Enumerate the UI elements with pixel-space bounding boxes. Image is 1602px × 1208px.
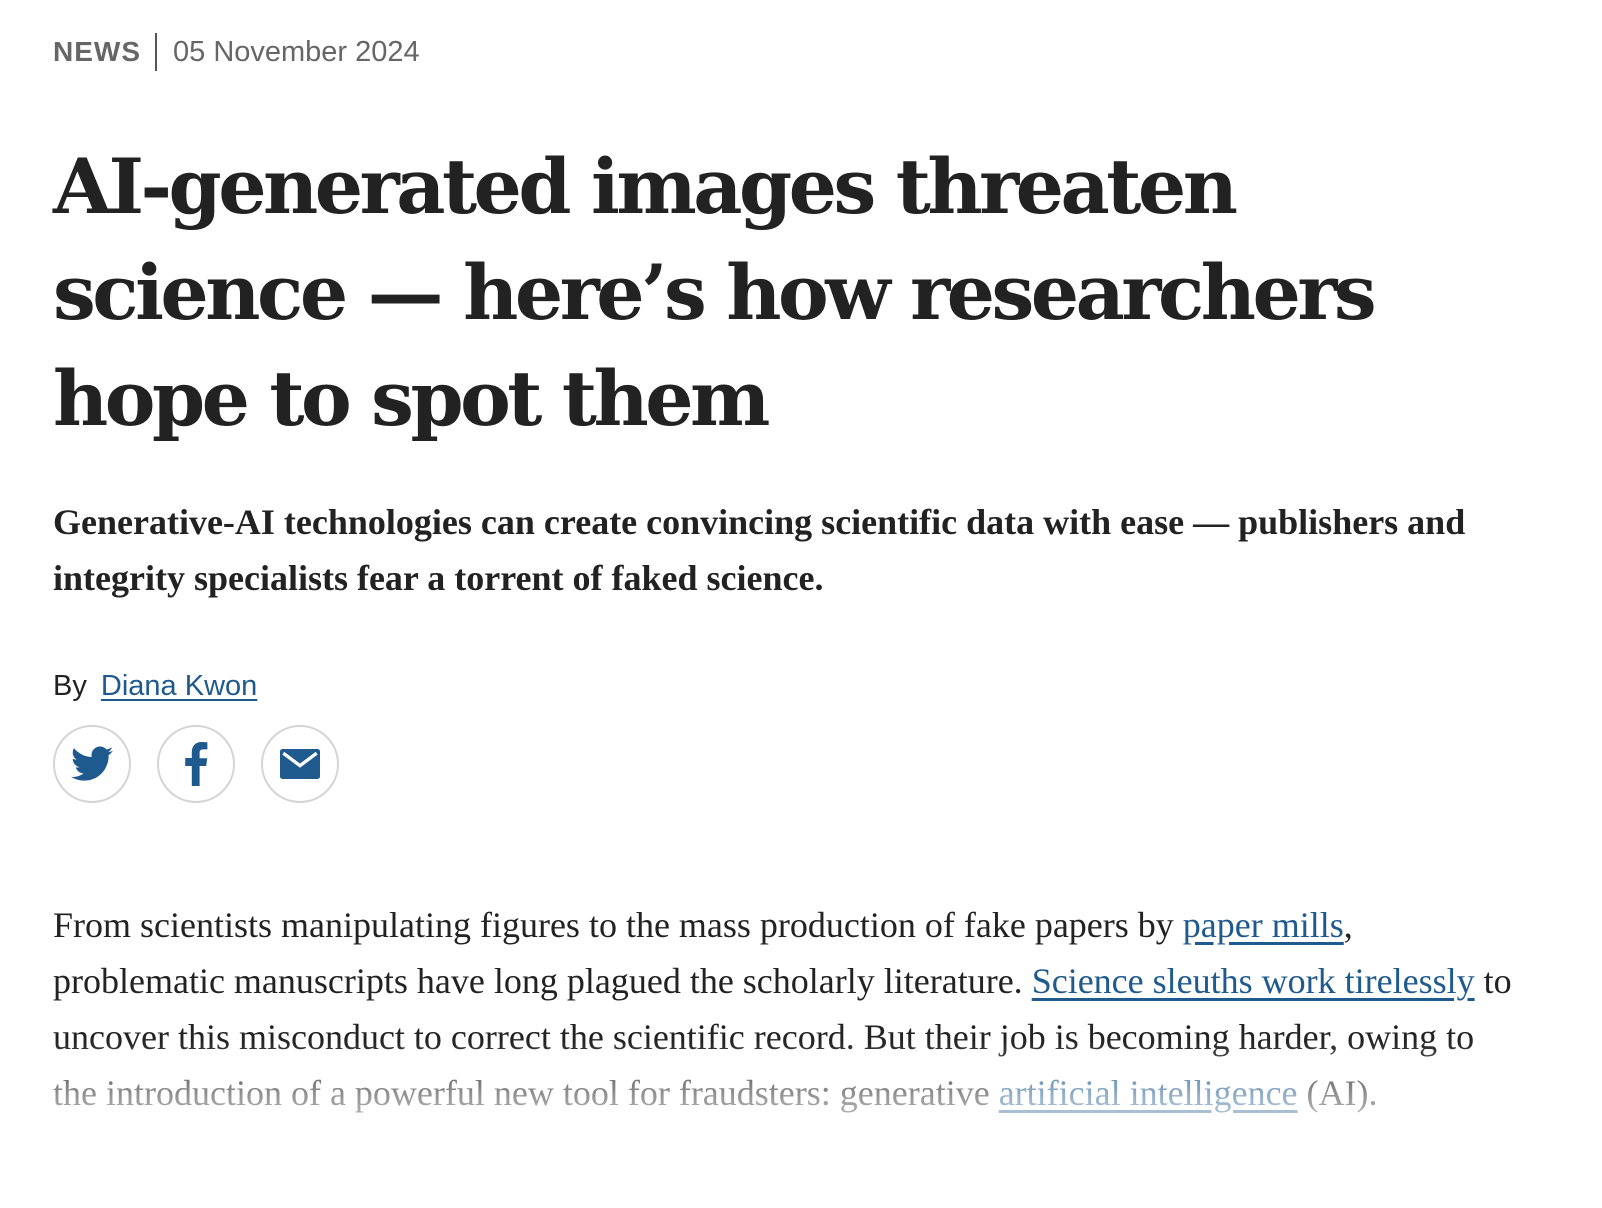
paper-mills-link[interactable]: paper mills: [1182, 905, 1344, 945]
article-type-label: NEWS: [53, 36, 141, 67]
author-link[interactable]: Diana Kwon: [100, 670, 258, 702]
article-meta: NEWS 05 November 2024: [53, 30, 1553, 74]
twitter-icon: [71, 746, 113, 781]
facebook-icon: [185, 742, 208, 786]
byline-prefix: By: [53, 670, 87, 702]
meta-divider: [155, 33, 157, 71]
byline: By Diana Kwon: [53, 670, 1553, 703]
body-text-segment: From scientists manipulating figures to …: [53, 905, 1183, 945]
share-buttons: [53, 725, 1553, 803]
science-sleuths-link[interactable]: Science sleuths work tirelessly: [1031, 961, 1475, 1001]
article-standfirst: Generative-AI technologies can create co…: [53, 502, 1466, 598]
article-container: NEWS 05 November 2024 AI-generated image…: [53, 30, 1553, 1157]
publish-date: 05 November 2024: [173, 35, 420, 68]
share-facebook-button[interactable]: [157, 725, 235, 803]
artificial-intelligence-link[interactable]: artificial intelligence: [998, 1073, 1298, 1113]
share-twitter-button[interactable]: [53, 725, 131, 803]
share-email-button[interactable]: [261, 725, 339, 803]
body-text-segment: , problematic manuscripts have long plag…: [53, 905, 1353, 1001]
body-text-segment: (AI).: [1297, 1073, 1378, 1113]
article-body-paragraph: From scientists manipulating figures to …: [53, 897, 1523, 1121]
article-headline: AI-generated images threaten science — h…: [53, 142, 1377, 443]
email-icon: [280, 749, 320, 779]
